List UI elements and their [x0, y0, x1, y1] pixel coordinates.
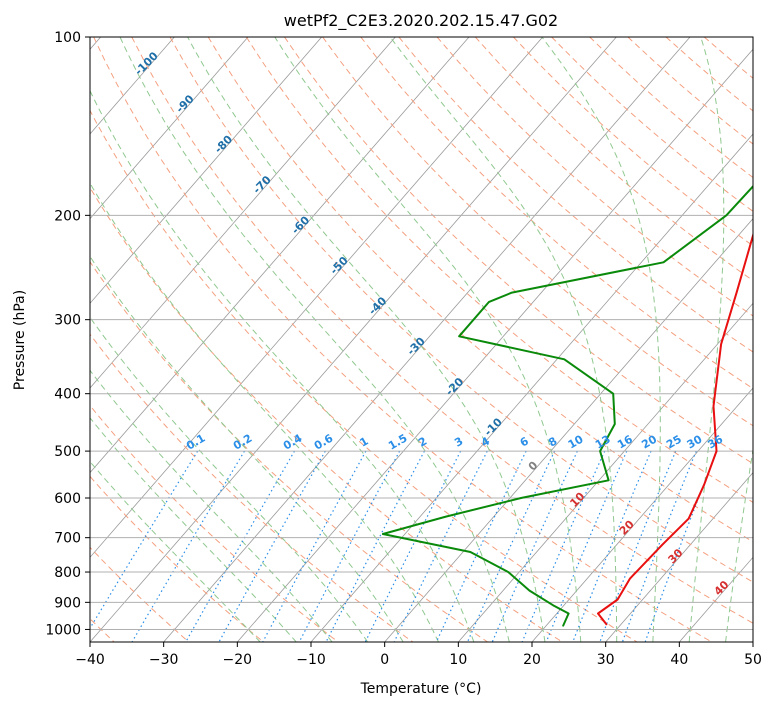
- y-tick-label: 400: [54, 387, 81, 403]
- x-tick-label: 10: [449, 652, 467, 668]
- y-tick-label: 800: [54, 565, 81, 581]
- moist-adiabat-line: [187, 37, 546, 642]
- mixing-ratio-line: [364, 450, 462, 642]
- isotherm-line: [90, 37, 322, 304]
- dry-adiabat-line: [436, 37, 753, 317]
- moist-adiabat-line: [90, 182, 439, 642]
- x-tick-label: 20: [523, 652, 541, 668]
- mixing-ratio-line: [131, 450, 246, 642]
- isotherm-line: [90, 37, 396, 389]
- dry-adiabat-line: [90, 333, 414, 642]
- isotherm-line: [90, 37, 617, 642]
- moist-adiabat-line: [90, 417, 297, 642]
- x-tick-label: −40: [75, 652, 105, 668]
- moist-adiabat-line: [90, 89, 475, 642]
- moist-adiabat-line: [541, 37, 661, 642]
- moist-adiabat-line: [119, 37, 510, 642]
- dry-adiabat-line: [245, 37, 753, 503]
- isotherm-line: [531, 387, 753, 642]
- y-tick-label: 500: [54, 444, 81, 460]
- isotherm-line: [90, 37, 543, 558]
- y-tick-label: 300: [54, 313, 81, 329]
- x-tick-label: 30: [597, 652, 615, 668]
- moist-adiabat-line: [90, 316, 369, 642]
- mixing-ratio-line: [572, 450, 652, 642]
- isotherm-line: [605, 472, 753, 642]
- dry-adiabat-line: [131, 37, 753, 624]
- temperature-profile-line: [597, 231, 753, 626]
- x-tick-label: −20: [223, 652, 253, 668]
- dry-adiabat-line: [90, 109, 638, 642]
- moist-adiabat-line: [725, 446, 753, 642]
- profile-lines: [381, 184, 753, 627]
- y-tick-label: 100: [54, 30, 81, 46]
- isotherm-line: [384, 218, 753, 642]
- pressure-gridlines: [90, 37, 753, 630]
- mixing-ratio-line: [218, 450, 326, 642]
- y-tick-label: 700: [54, 531, 81, 547]
- dry-adiabat-line: [90, 404, 339, 642]
- x-tick-label: −30: [149, 652, 179, 668]
- dry-adiabat-line: [90, 186, 563, 642]
- dry-adiabat-line: [90, 260, 488, 642]
- y-axis: 100 200 300 400 500 600 700 800 900 1000: [45, 30, 90, 638]
- mixing-ratio-line: [298, 450, 401, 642]
- chart-title: wetPf2_C2E3.2020.202.15.47.G02: [284, 11, 558, 31]
- dewpoint-profile-line: [381, 184, 753, 627]
- moist-adiabat-line: [274, 37, 582, 642]
- dry-adiabat-line: [207, 37, 753, 543]
- mixing-ratio-line: [325, 450, 425, 642]
- isotherm-line: [163, 37, 691, 642]
- mixing-ratio-line: [90, 450, 199, 630]
- dry-adiabat-line: [93, 37, 712, 642]
- dry-adiabat-line: [169, 37, 753, 583]
- isotherm-line: [90, 37, 249, 220]
- background-lines: [90, 37, 753, 642]
- isotherm-line: [90, 37, 470, 474]
- mixing-ratio-line: [262, 450, 367, 642]
- y-tick-label: 600: [54, 491, 81, 507]
- plot-frame: [89, 36, 754, 643]
- isotherm-line: [237, 48, 753, 642]
- dry-adiabat-line: [90, 475, 264, 642]
- moist-adiabat-line: [90, 369, 333, 642]
- y-tick-label: 900: [54, 595, 81, 611]
- moist-adiabat-line: [90, 460, 261, 642]
- dry-adiabat-line: [398, 37, 753, 353]
- y-tick-label: 1000: [45, 622, 81, 638]
- mixing-ratio-line: [599, 450, 677, 642]
- x-tick-label: −10: [296, 652, 326, 668]
- dry-adiabat-line: [360, 37, 753, 390]
- x-tick-label: 40: [670, 652, 688, 668]
- x-axis: −40 −30 −20 −10 0 10 20 30 40 50: [75, 642, 762, 668]
- x-axis-title: Temperature (°C): [360, 681, 482, 697]
- moist-adiabat-line: [688, 37, 725, 642]
- x-tick-label: 0: [380, 652, 389, 668]
- mixing-ratio-line: [435, 450, 527, 642]
- y-tick-label: 200: [54, 208, 81, 224]
- y-axis-title: Pressure (hPa): [12, 290, 28, 390]
- mixing-ratio-line: [545, 450, 628, 642]
- mixing-ratio-line: [185, 450, 296, 642]
- x-tick-label: 50: [744, 652, 762, 668]
